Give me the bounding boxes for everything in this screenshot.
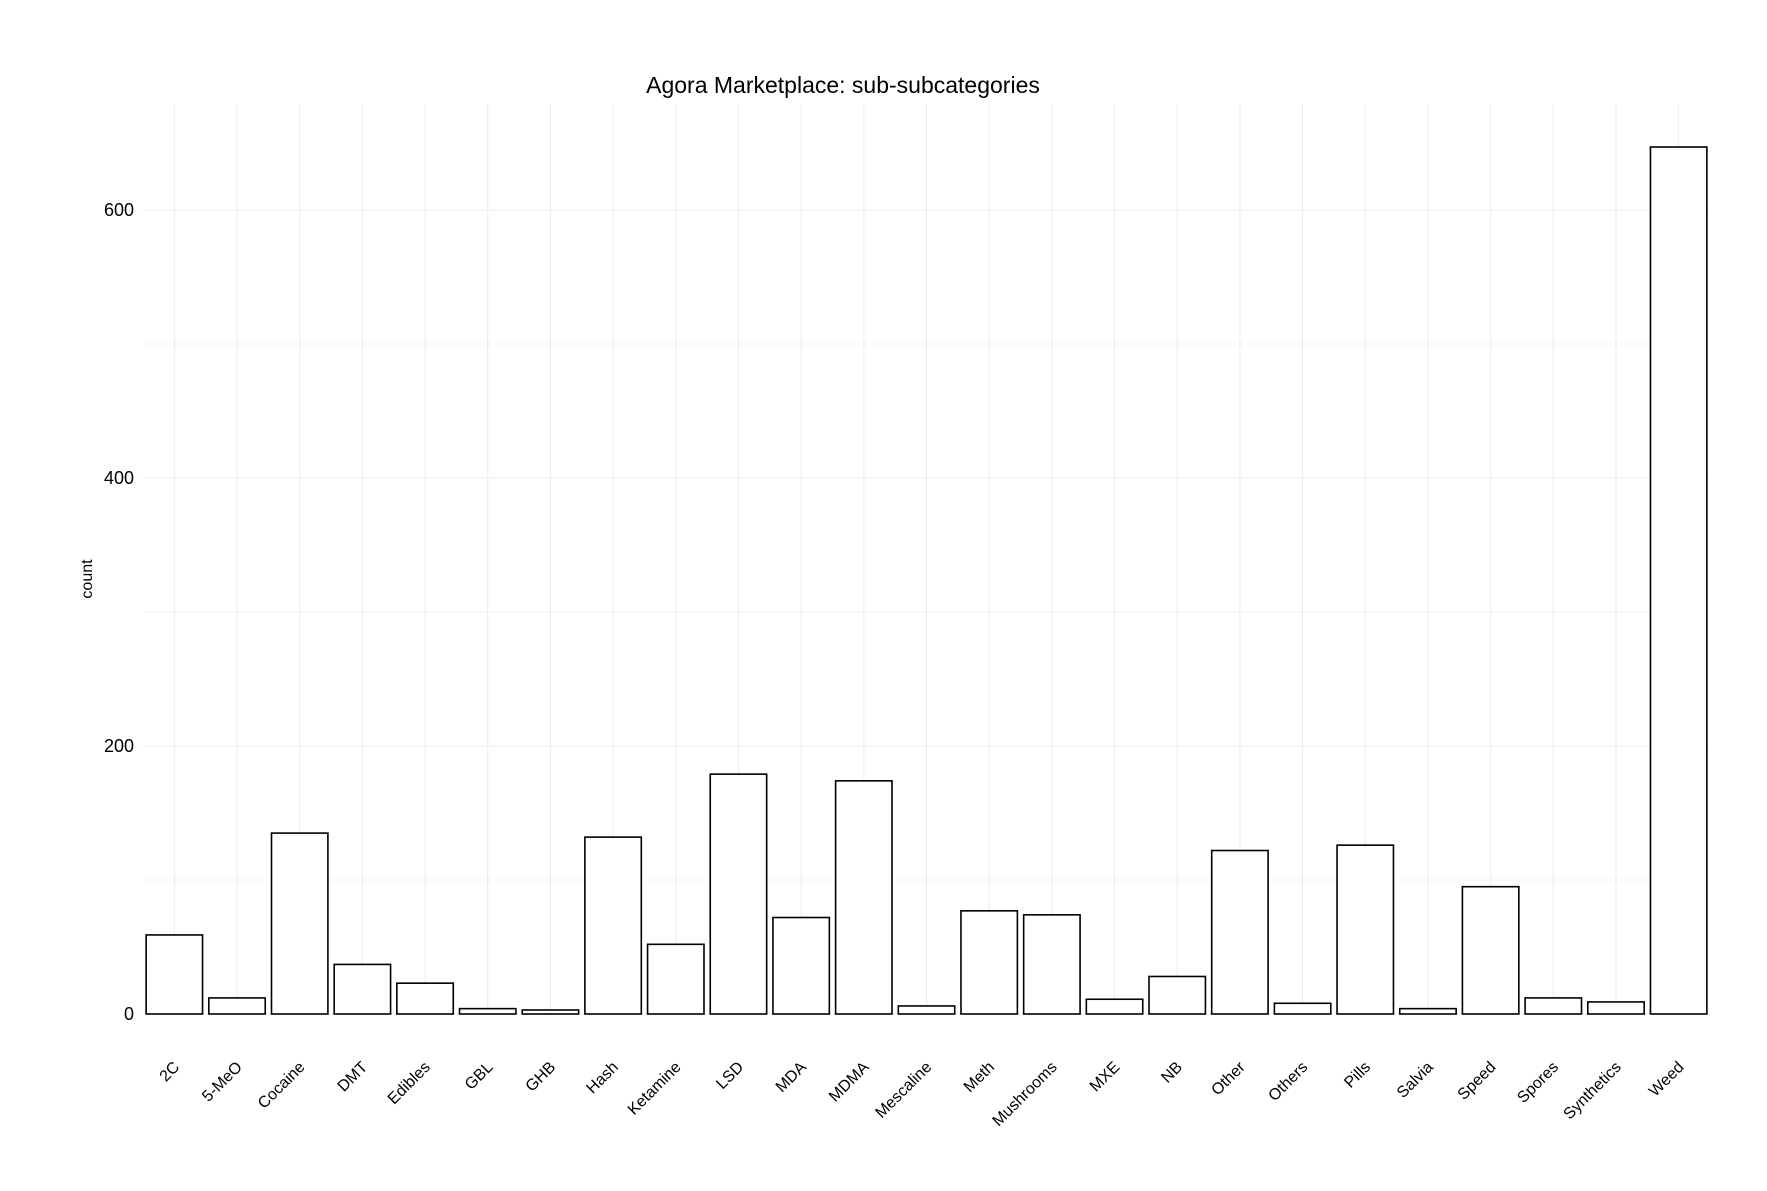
x-tick-label: Mescaline xyxy=(872,1059,935,1122)
x-tick-label: NB xyxy=(1158,1059,1186,1087)
bar-ghb xyxy=(521,1009,580,1015)
x-tick-label: Spores xyxy=(1514,1059,1562,1107)
bar-gbl xyxy=(458,1007,517,1015)
bar-meth xyxy=(960,910,1019,1015)
bar-mxe xyxy=(1085,998,1144,1015)
x-tick-label: Others xyxy=(1265,1059,1311,1105)
x-tick-label: DMT xyxy=(335,1059,372,1096)
bar-weed xyxy=(1649,146,1708,1015)
bar-synthetics xyxy=(1586,1001,1645,1015)
x-tick-label: GHB xyxy=(523,1059,560,1096)
x-tick-label: Ketamine xyxy=(625,1059,685,1119)
x-tick-label: 2C xyxy=(157,1059,183,1085)
x-tick-label: MDMA xyxy=(826,1059,873,1106)
bar-lsd xyxy=(709,773,768,1015)
bar-spores xyxy=(1524,997,1583,1015)
y-axis-ticks: 0 200 400 600 xyxy=(104,200,134,1024)
x-tick-label: Mushrooms xyxy=(990,1059,1061,1130)
bar-others xyxy=(1273,1002,1332,1015)
x-tick-label: MXE xyxy=(1087,1059,1124,1096)
grid-lines xyxy=(143,104,1710,1015)
bar-salvia xyxy=(1398,1007,1457,1015)
x-tick-label: Other xyxy=(1208,1058,1249,1099)
x-tick-label: Cocaine xyxy=(255,1059,309,1113)
chart-title: Agora Marketplace: sub-subcategories xyxy=(646,72,1040,98)
bar-dmt xyxy=(333,963,392,1015)
x-tick-label: Speed xyxy=(1455,1059,1500,1104)
bar-mdma xyxy=(834,780,893,1015)
y-tick-label: 200 xyxy=(104,736,134,756)
bar-speed xyxy=(1461,885,1520,1015)
bar-hash xyxy=(584,836,643,1015)
bar-mda xyxy=(772,916,831,1015)
y-tick-label: 400 xyxy=(104,468,134,488)
x-tick-label: Synthetics xyxy=(1561,1059,1625,1123)
x-axis-ticks: 2C 5-MeO Cocaine DMT Edibles GBL GHB Hash Ketami… xyxy=(157,1058,1688,1130)
bar-mushrooms xyxy=(1022,914,1081,1015)
y-tick-label: 600 xyxy=(104,200,134,220)
bar-ketamine xyxy=(646,943,705,1015)
bar-mescaline xyxy=(897,1005,956,1015)
x-tick-label: LSD xyxy=(713,1059,747,1093)
x-tick-label: MDA xyxy=(773,1059,810,1096)
x-tick-label: Salvia xyxy=(1394,1059,1437,1102)
bars xyxy=(145,146,1708,1015)
x-tick-label: Hash xyxy=(583,1059,621,1097)
bar-2c xyxy=(145,934,204,1015)
x-tick-label: GBL xyxy=(462,1059,497,1094)
y-tick-label: 0 xyxy=(124,1004,134,1024)
x-tick-label: Pills xyxy=(1341,1059,1374,1092)
x-tick-label: Edibles xyxy=(385,1059,434,1108)
y-axis-title: count xyxy=(79,559,96,599)
bar-cocaine xyxy=(270,832,329,1015)
bar-nb xyxy=(1148,975,1207,1015)
x-tick-label: 5-MeO xyxy=(199,1059,246,1106)
bar-5-meo xyxy=(208,997,267,1015)
bar-pills xyxy=(1336,844,1395,1015)
bar-other xyxy=(1210,849,1269,1015)
x-tick-label: Meth xyxy=(961,1059,998,1096)
x-tick-label: Weed xyxy=(1646,1059,1687,1100)
bar-edibles xyxy=(396,982,455,1015)
